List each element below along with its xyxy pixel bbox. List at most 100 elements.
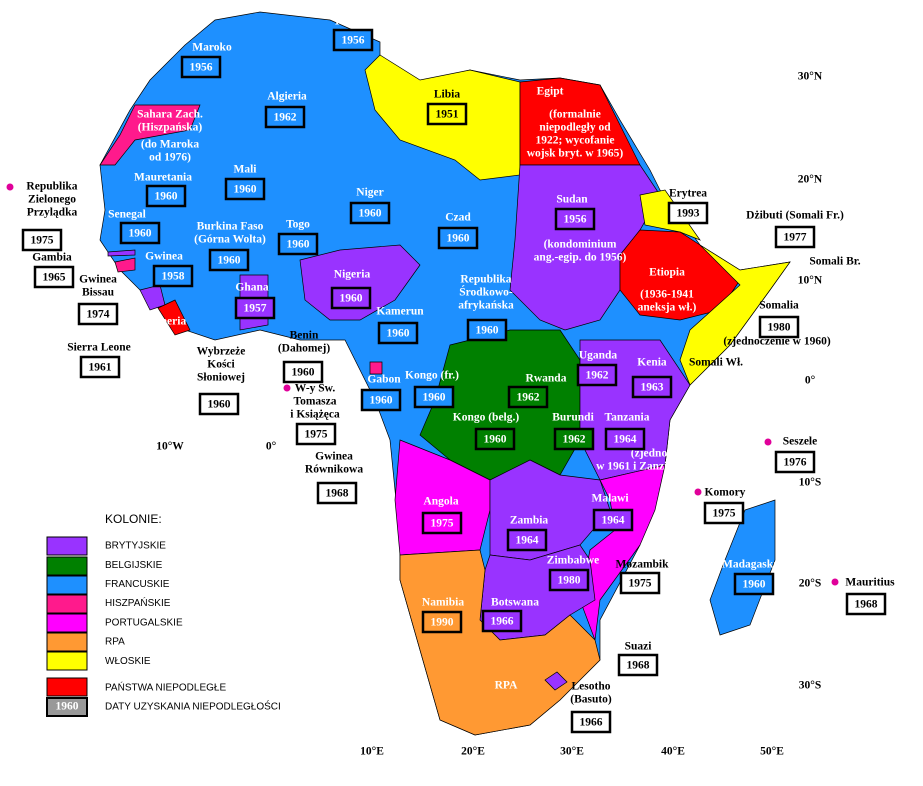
country-note: aneksja wł.) (638, 302, 697, 314)
country-note: ang.-egip. do 1956) (534, 252, 627, 264)
country-note: 1922; wycofanie (536, 135, 615, 147)
island-dot (283, 384, 291, 392)
country-note: od 1976) (149, 152, 191, 164)
island-dot (694, 488, 702, 496)
year-box (277, 232, 319, 256)
country-name: Maroko (192, 42, 232, 54)
country-name: Liberia (150, 316, 187, 328)
latitude-label: 30°N (798, 71, 823, 83)
country-name: Kongo (fr.) (405, 370, 459, 382)
region-somalia (679, 244, 791, 386)
country-note: (zjednoczenie w 1960) (723, 336, 830, 348)
country-name: Algieria (267, 91, 307, 103)
independence-year: 1951 (436, 109, 459, 121)
independence-year: 1963 (641, 382, 664, 394)
latitude-label: 20°N (798, 174, 823, 186)
country-name: Nigeria (334, 269, 371, 281)
legend-swatch (46, 556, 88, 576)
country-name: Komory (705, 487, 746, 499)
legend-label: RPA (105, 637, 125, 648)
longitude-label: 20°E (461, 746, 485, 758)
year-box (360, 388, 402, 412)
country-name: Senegal (108, 209, 146, 221)
year-box (553, 427, 595, 451)
year-box (617, 653, 659, 677)
independence-year: 1964 (602, 515, 625, 527)
independence-year: 1975 (431, 518, 454, 530)
independence-year: 1966 (580, 717, 603, 729)
region-gambia (107, 249, 136, 257)
region-sudan (509, 164, 661, 331)
region-eq-guinea (369, 361, 383, 375)
independence-year: 1968 (326, 488, 349, 500)
legend-date-sample: 1960 (56, 701, 79, 713)
independence-year: 1975 (713, 508, 736, 520)
longitude-label: 40°E (661, 746, 685, 758)
country-name: Ghana (235, 282, 268, 294)
year-box (79, 355, 121, 379)
legend-swatch (46, 594, 88, 614)
legend-label: HISZPAŃSKIE (105, 596, 171, 609)
country-name: afrykańska (458, 300, 514, 312)
independence-year: 1960 (387, 328, 410, 340)
year-box (548, 568, 590, 592)
island-dot (831, 578, 839, 586)
longitude-label: 10°W (156, 441, 184, 453)
country-name: Republika (26, 181, 77, 193)
legend-date-box (46, 697, 88, 717)
year-box (845, 592, 887, 616)
country-name: Słoniowej (197, 372, 245, 384)
independence-year: 1990 (431, 617, 454, 629)
independence-year: 1964 (614, 434, 637, 446)
country-name: Wybrzeże (197, 346, 246, 358)
country-note: (kondominium (544, 239, 617, 251)
year-box (506, 528, 548, 552)
country-name: Mauretania (134, 172, 192, 184)
year-box (33, 265, 75, 289)
independence-year: 1960 (447, 233, 470, 245)
independence-year: 1960 (340, 293, 363, 305)
country-name: Burundi (552, 412, 594, 424)
country-name: Madagaskar (722, 559, 784, 571)
country-note: (formalnie (549, 109, 601, 121)
independence-year: 1975 (31, 235, 54, 247)
longitude-label: 30°E (560, 746, 584, 758)
independence-year: 1974 (87, 309, 110, 321)
legend-label: PORTUGALSKIE (105, 617, 183, 628)
year-box (667, 201, 709, 225)
year-box (145, 184, 187, 208)
independence-year: 1960 (423, 392, 446, 404)
year-box (619, 571, 661, 595)
longitude-label: 0° (266, 441, 277, 453)
country-name: Sahara Zach. (137, 109, 203, 121)
year-box (21, 228, 63, 252)
region-south (399, 549, 601, 736)
country-note: wojsk bryt. w 1965) (527, 148, 624, 160)
country-name: (Górna Wolta) (194, 234, 266, 246)
year-box (466, 318, 508, 342)
year-box (198, 392, 240, 416)
year-box (77, 302, 119, 326)
year-box (119, 221, 161, 245)
year-box (604, 427, 646, 451)
country-name: Zambia (510, 515, 549, 527)
country-name: Sudan (556, 194, 588, 206)
country-name: Gambia (32, 252, 72, 264)
independence-year: 1956 (564, 214, 587, 226)
country-name: Mozambik (615, 559, 669, 571)
year-box (426, 102, 468, 126)
country-name: (Dahomej) (278, 343, 331, 355)
country-name: Przylądka (27, 207, 78, 219)
year-box (224, 177, 266, 201)
year-box (180, 55, 222, 79)
year-box (152, 264, 194, 288)
independence-year: 1975 (305, 429, 328, 441)
latitude-label: 20°S (799, 578, 822, 590)
independence-year: 1960 (287, 239, 310, 251)
country-name: Tomasza (293, 396, 336, 408)
independence-year: 1960 (484, 434, 507, 446)
region-sahara (99, 104, 201, 166)
independence-year: 1960 (743, 579, 766, 591)
country-name: Somali Wł. (689, 357, 743, 369)
